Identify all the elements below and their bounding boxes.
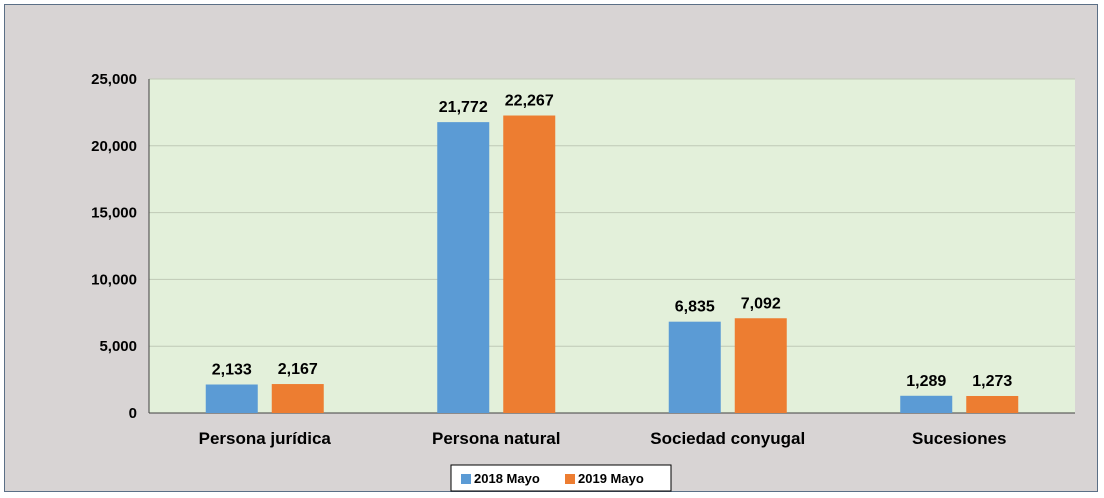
- y-axis: 0 5,000 10,000 15,000 20,000 25,000: [91, 71, 1075, 422]
- bar: [503, 115, 556, 413]
- bar: [271, 384, 324, 413]
- y-tick-label: 15,000: [91, 205, 137, 222]
- bar: [437, 122, 490, 413]
- x-axis: Persona jurídica Persona natural Sociedad …: [199, 429, 1007, 448]
- x-category-label: Persona natural: [432, 429, 561, 448]
- data-label: 2,133: [212, 362, 252, 379]
- bar: [668, 321, 721, 413]
- bar: [900, 395, 953, 413]
- data-labels: 2,133 2,167 21,772 22,267 6,835 7,092 1,289 1,2…: [212, 93, 1013, 390]
- data-label: 21,772: [439, 99, 488, 116]
- legend-entry: 2018 Mayo: [474, 471, 540, 486]
- data-label: 7,092: [741, 295, 781, 312]
- y-tick-label: 25,000: [91, 71, 137, 88]
- legend: 2018 Mayo 2019 Mayo: [450, 464, 672, 492]
- data-label: 1,273: [972, 373, 1012, 390]
- bar: [734, 318, 787, 413]
- plot-area: [149, 79, 1075, 413]
- legend-box: [450, 464, 672, 492]
- x-category-label: Persona jurídica: [199, 429, 332, 448]
- y-tick-label: 5,000: [99, 338, 137, 355]
- bars: [205, 115, 1019, 413]
- x-category-label: Sucesiones: [912, 429, 1007, 448]
- bar: [205, 384, 258, 413]
- y-tick-label: 10,000: [91, 271, 137, 288]
- chart-frame: 0 5,000 10,000 15,000 20,000 25,000 2,133 2,16…: [4, 4, 1098, 492]
- legend-entry: 2019 Mayo: [578, 471, 644, 486]
- x-category-label: Sociedad conyugal: [650, 429, 805, 448]
- y-tick-label: 0: [129, 405, 137, 422]
- grid-lines: [149, 78, 1075, 347]
- data-label: 2,167: [278, 361, 318, 378]
- y-tick-label: 20,000: [91, 138, 137, 155]
- legend-swatch: [461, 474, 471, 484]
- data-label: 22,267: [505, 93, 554, 110]
- bar-chart: 0 5,000 10,000 15,000 20,000 25,000 2,133 2,16…: [91, 71, 1075, 492]
- data-label: 6,835: [675, 299, 715, 316]
- bar: [966, 395, 1019, 413]
- data-label: 1,289: [906, 373, 946, 390]
- legend-swatch: [565, 474, 575, 484]
